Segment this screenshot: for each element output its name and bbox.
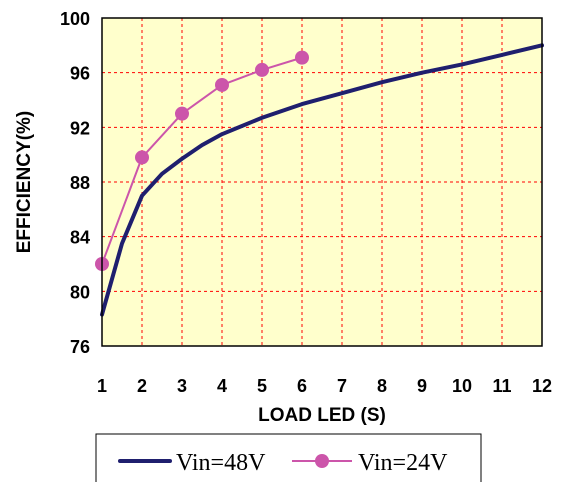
data-point: [215, 77, 229, 92]
y-tick-label: 88: [70, 173, 90, 193]
x-tick-label: 2: [137, 376, 147, 396]
legend-label-2: Vin=24V: [358, 450, 448, 476]
y-tick-label: 80: [70, 282, 90, 302]
x-tick-label: 7: [337, 376, 347, 396]
legend-marker-2: [315, 454, 329, 468]
plot-frame: [101, 17, 543, 347]
x-tick-label: 12: [532, 376, 552, 396]
data-point: [175, 106, 189, 121]
data-point: [295, 50, 309, 65]
x-tick-label: 8: [377, 376, 387, 396]
legend-box: [95, 433, 482, 482]
x-tick-label: 3: [177, 376, 187, 396]
x-axis-label: LOAD LED (S): [258, 405, 386, 426]
y-tick-label: 76: [70, 337, 90, 357]
legend-label-1: Vin=48V: [176, 450, 266, 476]
legend: Vin=48V Vin=24V: [95, 433, 482, 482]
x-tick-label: 1: [97, 376, 107, 396]
x-tick-label: 9: [417, 376, 427, 396]
series-layer: [95, 43, 544, 317]
y-tick-label: 96: [70, 64, 90, 84]
y-tick-label: 92: [70, 118, 90, 138]
data-point: [255, 62, 269, 77]
x-tick-labels: 1 2 3 4 5 6 7 8 9 10 11 12: [97, 376, 552, 396]
y-axis-label: EFFICIENCY(%): [14, 111, 35, 254]
x-tick-label: 4: [217, 376, 227, 396]
x-tick-label: 6: [297, 376, 307, 396]
y-tick-label: 100: [60, 9, 90, 29]
y-tick-label: 84: [70, 228, 90, 248]
x-tick-label: 11: [492, 376, 511, 396]
data-point: [135, 150, 149, 165]
x-tick-label: 10: [452, 376, 472, 396]
x-tick-label: 5: [257, 376, 267, 396]
y-tick-labels: 76 80 84 88 92 96 100: [60, 9, 90, 357]
series-line-1: [100, 43, 544, 317]
